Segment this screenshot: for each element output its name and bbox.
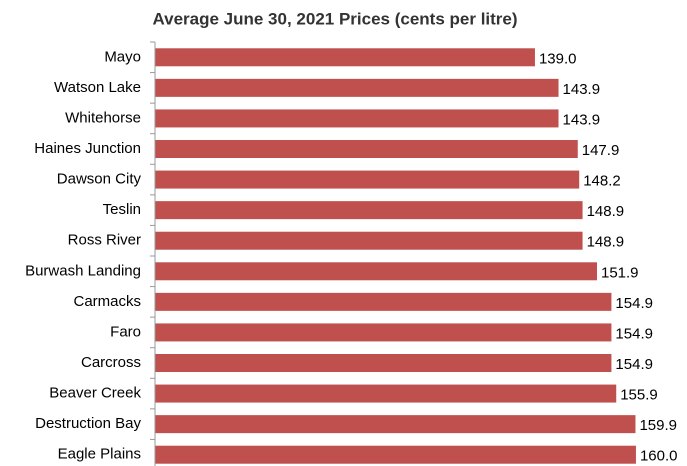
y-tick-label: Watson Lake [54, 79, 141, 96]
bar [155, 384, 617, 403]
y-tick-label: Carmacks [73, 293, 141, 310]
y-tick-label: Burwash Landing [25, 262, 141, 279]
bar [155, 201, 583, 220]
bar [155, 231, 583, 250]
bar [155, 323, 612, 342]
bar [155, 48, 535, 67]
y-tick-label: Teslin [103, 201, 141, 218]
value-label: 159.9 [639, 417, 677, 434]
value-label: 148.9 [587, 234, 625, 251]
value-label: 160.0 [640, 448, 678, 465]
bar [155, 354, 612, 372]
bar [155, 140, 578, 158]
value-label: 151.9 [601, 264, 639, 281]
bar [155, 109, 559, 128]
bar [155, 415, 636, 434]
y-tick-label: Dawson City [57, 171, 142, 188]
y-tick-label: Ross River [68, 232, 141, 249]
y-tick-label: Destruction Bay [35, 415, 141, 432]
value-label: 147.9 [582, 142, 620, 159]
value-label: 143.9 [563, 81, 601, 98]
y-tick-label: Whitehorse [65, 109, 141, 126]
chart-title: Average June 30, 2021 Prices (cents per … [152, 9, 517, 28]
y-tick-label: Mayo [104, 48, 141, 65]
y-tick-label: Haines Junction [34, 140, 141, 157]
value-label: 148.2 [583, 173, 621, 190]
bar [155, 170, 580, 189]
bar [155, 262, 597, 281]
y-tick-label: Beaver Creek [49, 385, 141, 402]
y-tick-label: Eagle Plains [58, 446, 141, 463]
value-label: 154.9 [615, 325, 653, 342]
value-label: 154.9 [615, 295, 653, 312]
value-label: 139.0 [539, 50, 577, 67]
value-label: 154.9 [615, 356, 653, 373]
y-tick-label: Faro [110, 323, 141, 340]
bar [155, 292, 612, 311]
y-tick-label: Carcross [81, 354, 141, 371]
value-label: 143.9 [563, 111, 601, 128]
value-label: 148.9 [587, 203, 625, 220]
bar [155, 445, 636, 464]
value-label: 155.9 [620, 387, 658, 404]
bar [155, 78, 559, 97]
